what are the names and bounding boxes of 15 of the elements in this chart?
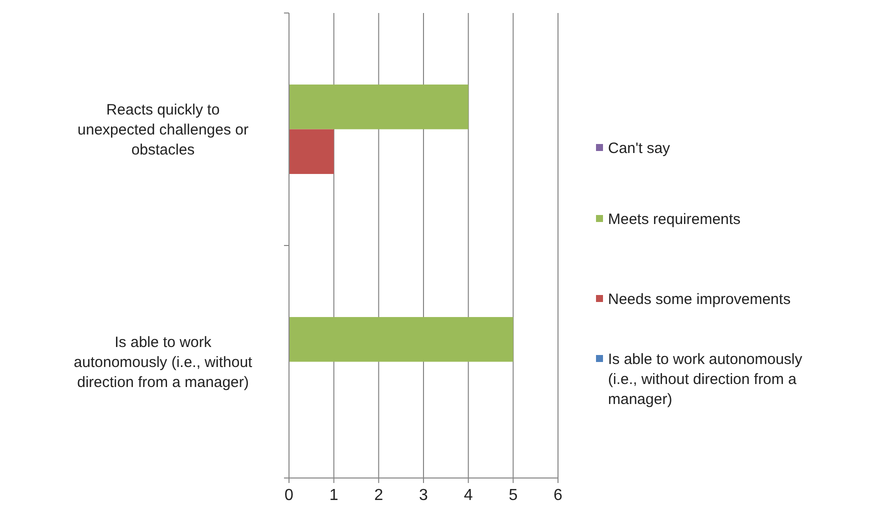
x-tick-label: 6 xyxy=(554,487,563,504)
x-tick-label: 3 xyxy=(419,487,428,504)
bar xyxy=(289,84,468,130)
legend-label: Is able to work autonomously (i.e., without direction from a manager) xyxy=(608,351,803,408)
x-tick-label: 0 xyxy=(284,487,294,504)
legend-label: Needs some improvements xyxy=(608,291,791,308)
legend-label: Can't say xyxy=(608,140,671,157)
bar xyxy=(289,129,334,174)
x-tick-label: 4 xyxy=(464,487,473,504)
legend-label: Meets requirements xyxy=(608,211,741,228)
x-tick-label: 1 xyxy=(329,487,338,504)
y-tick-label: Reacts quickly to unexpected challenges or obstacles xyxy=(78,101,248,158)
bar xyxy=(289,317,514,362)
x-tick-label: 2 xyxy=(374,487,384,504)
x-tick-label: 5 xyxy=(508,487,518,504)
